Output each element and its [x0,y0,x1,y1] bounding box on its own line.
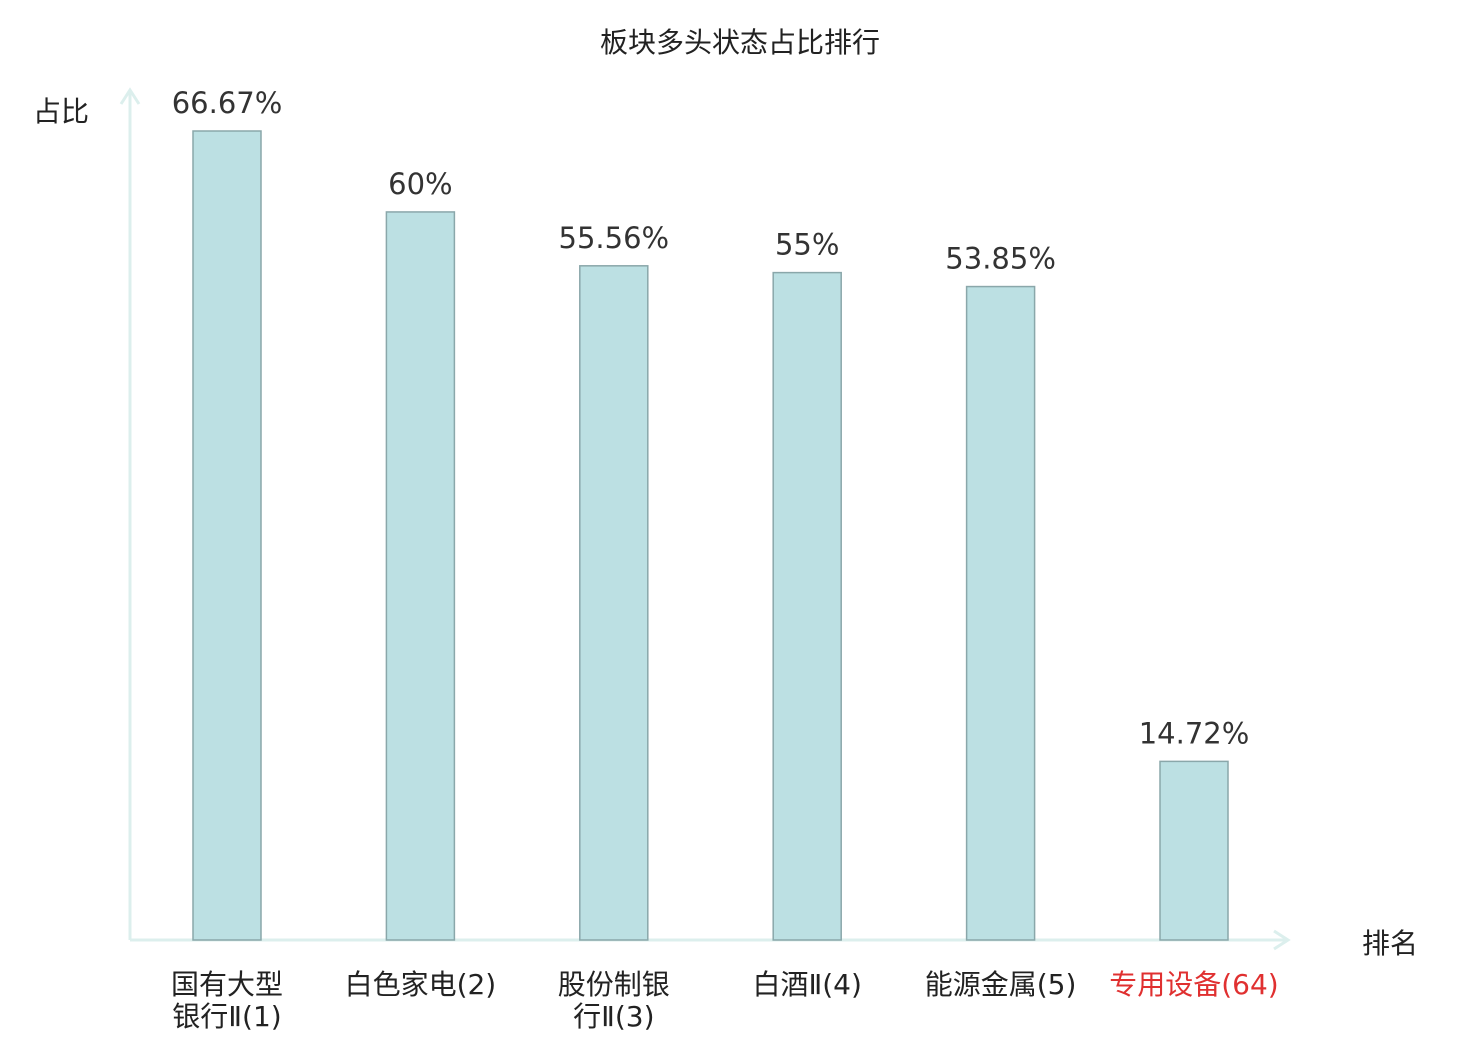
chart-title: 板块多头状态占比排行 [600,26,880,59]
x-axis-arrow [1273,929,1291,951]
category-label: 国有大型银行Ⅱ(1) [171,968,283,1033]
bar [192,130,262,941]
bar-value-label: 60% [388,167,452,201]
category-label-line: 银行Ⅱ(1) [172,1000,281,1033]
bars-group [192,130,1229,941]
bar [385,211,456,941]
category-label-line: 白酒Ⅱ(4) [752,968,861,1001]
bar-value-label: 66.67% [172,86,283,120]
bar-value-label: 14.72% [1139,716,1250,750]
y-axis-arrow [119,87,141,105]
category-label-line: 专用设备(64) [1109,968,1278,1001]
category-label: 专用设备(64) [1109,968,1278,1001]
axes [119,87,1291,951]
bar [965,285,1036,941]
bar [579,265,649,941]
category-label-line: 能源金属(5) [925,968,1077,1001]
bar [1159,760,1229,941]
category-label-line: 股份制银 [558,968,670,1001]
value-labels-group: 66.67% 60% 55.56% 55% 53.85% 14.72% [172,86,1250,750]
y-axis-label: 占比 [33,95,89,128]
category-label-line: 行Ⅱ(3) [573,1000,654,1033]
bar-value-label: 55.56% [559,221,670,255]
category-label: 能源金属(5) [925,968,1077,1001]
x-axis-label: 排名 [1362,927,1418,960]
category-label-line: 白色家电(2) [345,968,497,1001]
category-label: 白酒Ⅱ(4) [752,968,861,1001]
bar-value-label: 55% [775,228,839,262]
category-labels-group: 国有大型银行Ⅱ(1) 白色家电(2) 股份制银行Ⅱ(3) 白酒Ⅱ(4) 能源金属(5) 专… [171,968,1279,1033]
category-label: 股份制银行Ⅱ(3) [558,968,670,1033]
category-label-line: 国有大型 [171,968,283,1001]
bar-value-label: 53.85% [945,242,1056,276]
bar [772,271,842,941]
category-label: 白色家电(2) [345,968,497,1001]
